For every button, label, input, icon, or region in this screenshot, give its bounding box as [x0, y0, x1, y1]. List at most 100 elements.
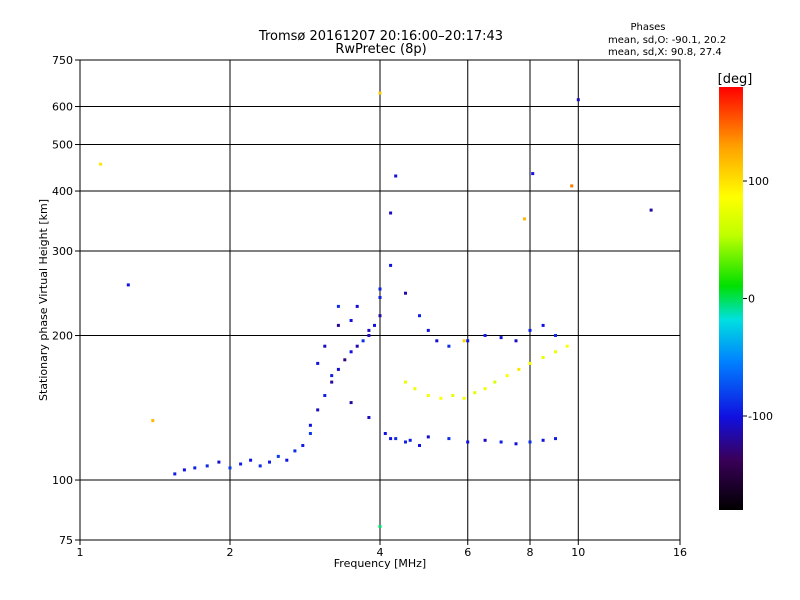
- data-point: [205, 464, 209, 468]
- data-point: [565, 344, 569, 348]
- colorbar-tick-label: 0: [748, 293, 755, 306]
- data-point: [323, 344, 327, 348]
- data-point: [308, 432, 312, 435]
- data-point: [336, 323, 340, 327]
- data-point: [404, 440, 407, 444]
- y-tick-label: 500: [52, 139, 73, 152]
- data-point: [173, 472, 177, 476]
- data-point: [541, 438, 545, 442]
- data-point: [554, 437, 557, 441]
- data-point: [413, 387, 417, 391]
- data-point: [343, 358, 347, 362]
- x-tick-label: 8: [527, 546, 534, 559]
- y-tick-label: 75: [59, 534, 73, 547]
- data-point: [649, 208, 653, 212]
- data-point: [249, 458, 253, 462]
- data-point: [193, 466, 197, 470]
- data-point: [408, 438, 412, 442]
- data-point: [426, 394, 430, 397]
- data-point: [239, 462, 243, 466]
- legend-title: Phases: [630, 22, 665, 33]
- data-point: [378, 91, 382, 95]
- data-point: [523, 217, 526, 221]
- data-point: [528, 440, 532, 444]
- data-point: [355, 304, 359, 308]
- data-point: [367, 416, 371, 419]
- y-tick-label: 750: [52, 54, 73, 67]
- data-point: [228, 466, 232, 470]
- y-tick-label: 600: [52, 101, 73, 114]
- colorbar-ticks: 100 0 -100: [743, 175, 773, 423]
- data-point: [316, 361, 320, 365]
- data-point: [394, 174, 398, 178]
- data-point: [418, 444, 421, 447]
- data-point: [514, 442, 518, 446]
- data-point: [483, 438, 487, 442]
- axis-ticks: 1 2 4 6 8 10 16 75 100 200 300 400 500 600 750: [52, 54, 687, 559]
- data-point: [367, 328, 371, 332]
- data-point: [389, 263, 393, 267]
- data-point: [330, 380, 334, 384]
- data-point: [99, 162, 103, 166]
- data-point: [378, 287, 382, 291]
- data-points: [99, 91, 653, 528]
- data-point: [541, 323, 545, 327]
- data-point: [528, 328, 532, 332]
- data-point: [276, 454, 280, 458]
- y-tick-label: 200: [52, 330, 73, 343]
- x-axis-label: Frequency [MHz]: [334, 557, 426, 570]
- data-point: [151, 419, 155, 423]
- colorbar-tick-label: 100: [748, 175, 769, 188]
- x-tick-label: 6: [464, 546, 471, 559]
- data-point: [349, 319, 353, 322]
- data-point: [483, 387, 487, 391]
- data-point: [499, 336, 503, 340]
- colorbar-gradient: [719, 87, 743, 510]
- data-point: [293, 449, 297, 453]
- data-point: [349, 401, 353, 405]
- data-point: [378, 314, 382, 318]
- data-point: [361, 339, 365, 343]
- data-point: [528, 361, 532, 365]
- data-point: [258, 464, 262, 468]
- data-point: [541, 356, 545, 359]
- data-point: [330, 374, 334, 378]
- data-point: [383, 432, 387, 435]
- x-tick-label: 16: [673, 546, 687, 559]
- x-tick-label: 10: [571, 546, 585, 559]
- data-point: [439, 396, 443, 400]
- data-point: [483, 334, 487, 337]
- data-point: [268, 460, 271, 464]
- data-point: [426, 435, 430, 439]
- data-point: [462, 396, 466, 400]
- y-axis-label: Stationary phase Virtual Height [km]: [37, 199, 50, 401]
- x-tick-label: 4: [377, 546, 384, 559]
- data-point: [462, 339, 466, 343]
- data-point: [126, 283, 130, 287]
- chart-subtitle: RwPretec (8p): [335, 42, 426, 57]
- y-tick-label: 300: [52, 245, 73, 258]
- data-point: [301, 444, 305, 447]
- data-point: [182, 468, 186, 472]
- chart-title: Tromsø 20161207 20:16:00–20:17:43: [258, 29, 503, 44]
- data-point: [576, 98, 580, 102]
- y-tick-label: 100: [52, 474, 73, 487]
- data-point: [217, 460, 221, 464]
- data-point: [323, 394, 327, 397]
- data-point: [514, 339, 518, 343]
- data-point: [373, 323, 376, 327]
- phases-legend: Phases mean, sd,O: -90.1, 20.2 mean, sd,…: [608, 22, 726, 58]
- data-point: [499, 440, 503, 444]
- plot-frame: [79, 59, 681, 541]
- data-point: [418, 314, 421, 318]
- colorbar: [deg] 100 0 -100: [718, 72, 773, 510]
- data-point: [570, 184, 574, 188]
- data-point: [466, 339, 470, 343]
- data-point: [336, 367, 340, 371]
- data-point: [404, 380, 407, 384]
- data-point: [554, 334, 557, 337]
- data-point: [447, 437, 451, 441]
- data-point: [389, 211, 393, 215]
- colorbar-tick-label: -100: [748, 410, 773, 423]
- data-point: [378, 296, 382, 299]
